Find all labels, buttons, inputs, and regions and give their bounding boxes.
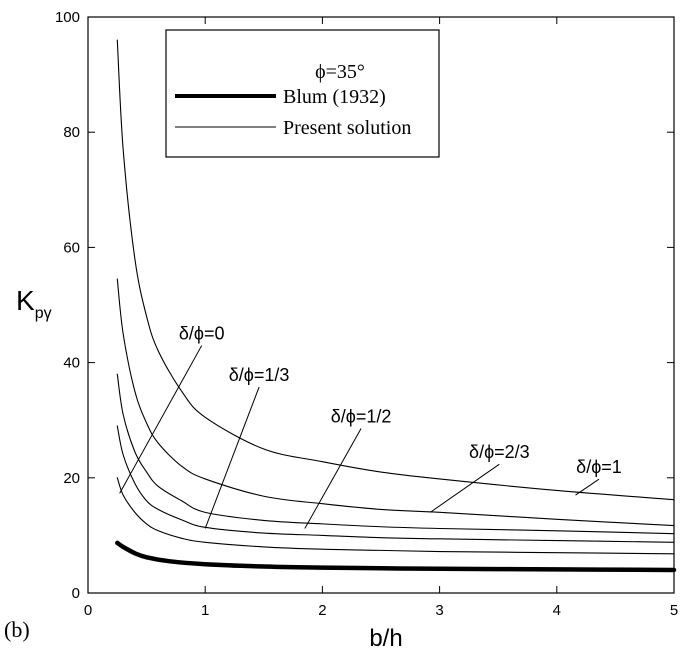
annotation-leader-line	[119, 345, 203, 494]
y-tick-label: 40	[63, 355, 80, 372]
series-line-present-solution-2	[116, 373, 675, 535]
annotation-leader-line	[575, 478, 600, 496]
series-line-present-solution-1	[116, 425, 675, 543]
panel-label: (b)	[4, 617, 30, 642]
y-axis-label-subscript: pγ	[35, 305, 52, 322]
legend-label-present: Present solution	[283, 117, 411, 139]
y-axis-ticks: 0 20 40 60 80 100	[55, 9, 674, 602]
legend-label-blum: Blum (1932)	[283, 86, 386, 108]
curve-annotations: δ/ϕ=0 δ/ϕ=1/3 δ/ϕ=1/2 δ/ϕ=2/3 δ/ϕ=1	[119, 324, 622, 529]
x-tick-label: 2	[318, 602, 326, 619]
annotation-leader-line	[304, 428, 362, 529]
x-tick-label: 3	[435, 602, 443, 619]
y-tick-label: 100	[55, 9, 80, 26]
x-axis-label: b/h	[369, 625, 402, 652]
legend-title: ϕ=35°	[315, 61, 365, 83]
plot-frame	[87, 16, 675, 594]
annotation-label: δ/ϕ=1/3	[229, 365, 290, 385]
series-line-present-solution-3	[116, 278, 675, 527]
y-tick-label: 20	[63, 470, 80, 487]
x-tick-label: 0	[84, 602, 92, 619]
annotation-label: δ/ϕ=2/3	[469, 442, 530, 462]
y-tick-label: 0	[72, 585, 80, 602]
annotation-label: δ/ϕ=1/2	[331, 407, 392, 427]
series-line-present-solution-0	[116, 477, 675, 555]
y-axis-label-main: K	[16, 285, 35, 316]
series-line-present-solution-4	[116, 39, 675, 501]
annotation-leader-line	[429, 463, 500, 513]
series-line-blum-1932	[115, 540, 677, 573]
annotation-leader-line	[204, 386, 260, 529]
x-tick-label: 5	[670, 602, 678, 619]
y-tick-label: 80	[63, 124, 80, 141]
x-tick-label: 1	[201, 602, 209, 619]
legend: ϕ=35° Blum (1932) Present solution	[165, 29, 440, 158]
curves	[115, 39, 677, 573]
y-axis-label: Kpγ	[16, 285, 52, 322]
x-axis-ticks: 0 1 2 3 4 5	[84, 17, 678, 619]
annotation-label: δ/ϕ=1	[576, 457, 622, 477]
legend-box	[165, 29, 440, 158]
x-tick-label: 4	[553, 602, 561, 619]
y-tick-label: 60	[63, 239, 80, 256]
annotation-label: δ/ϕ=0	[179, 324, 225, 344]
